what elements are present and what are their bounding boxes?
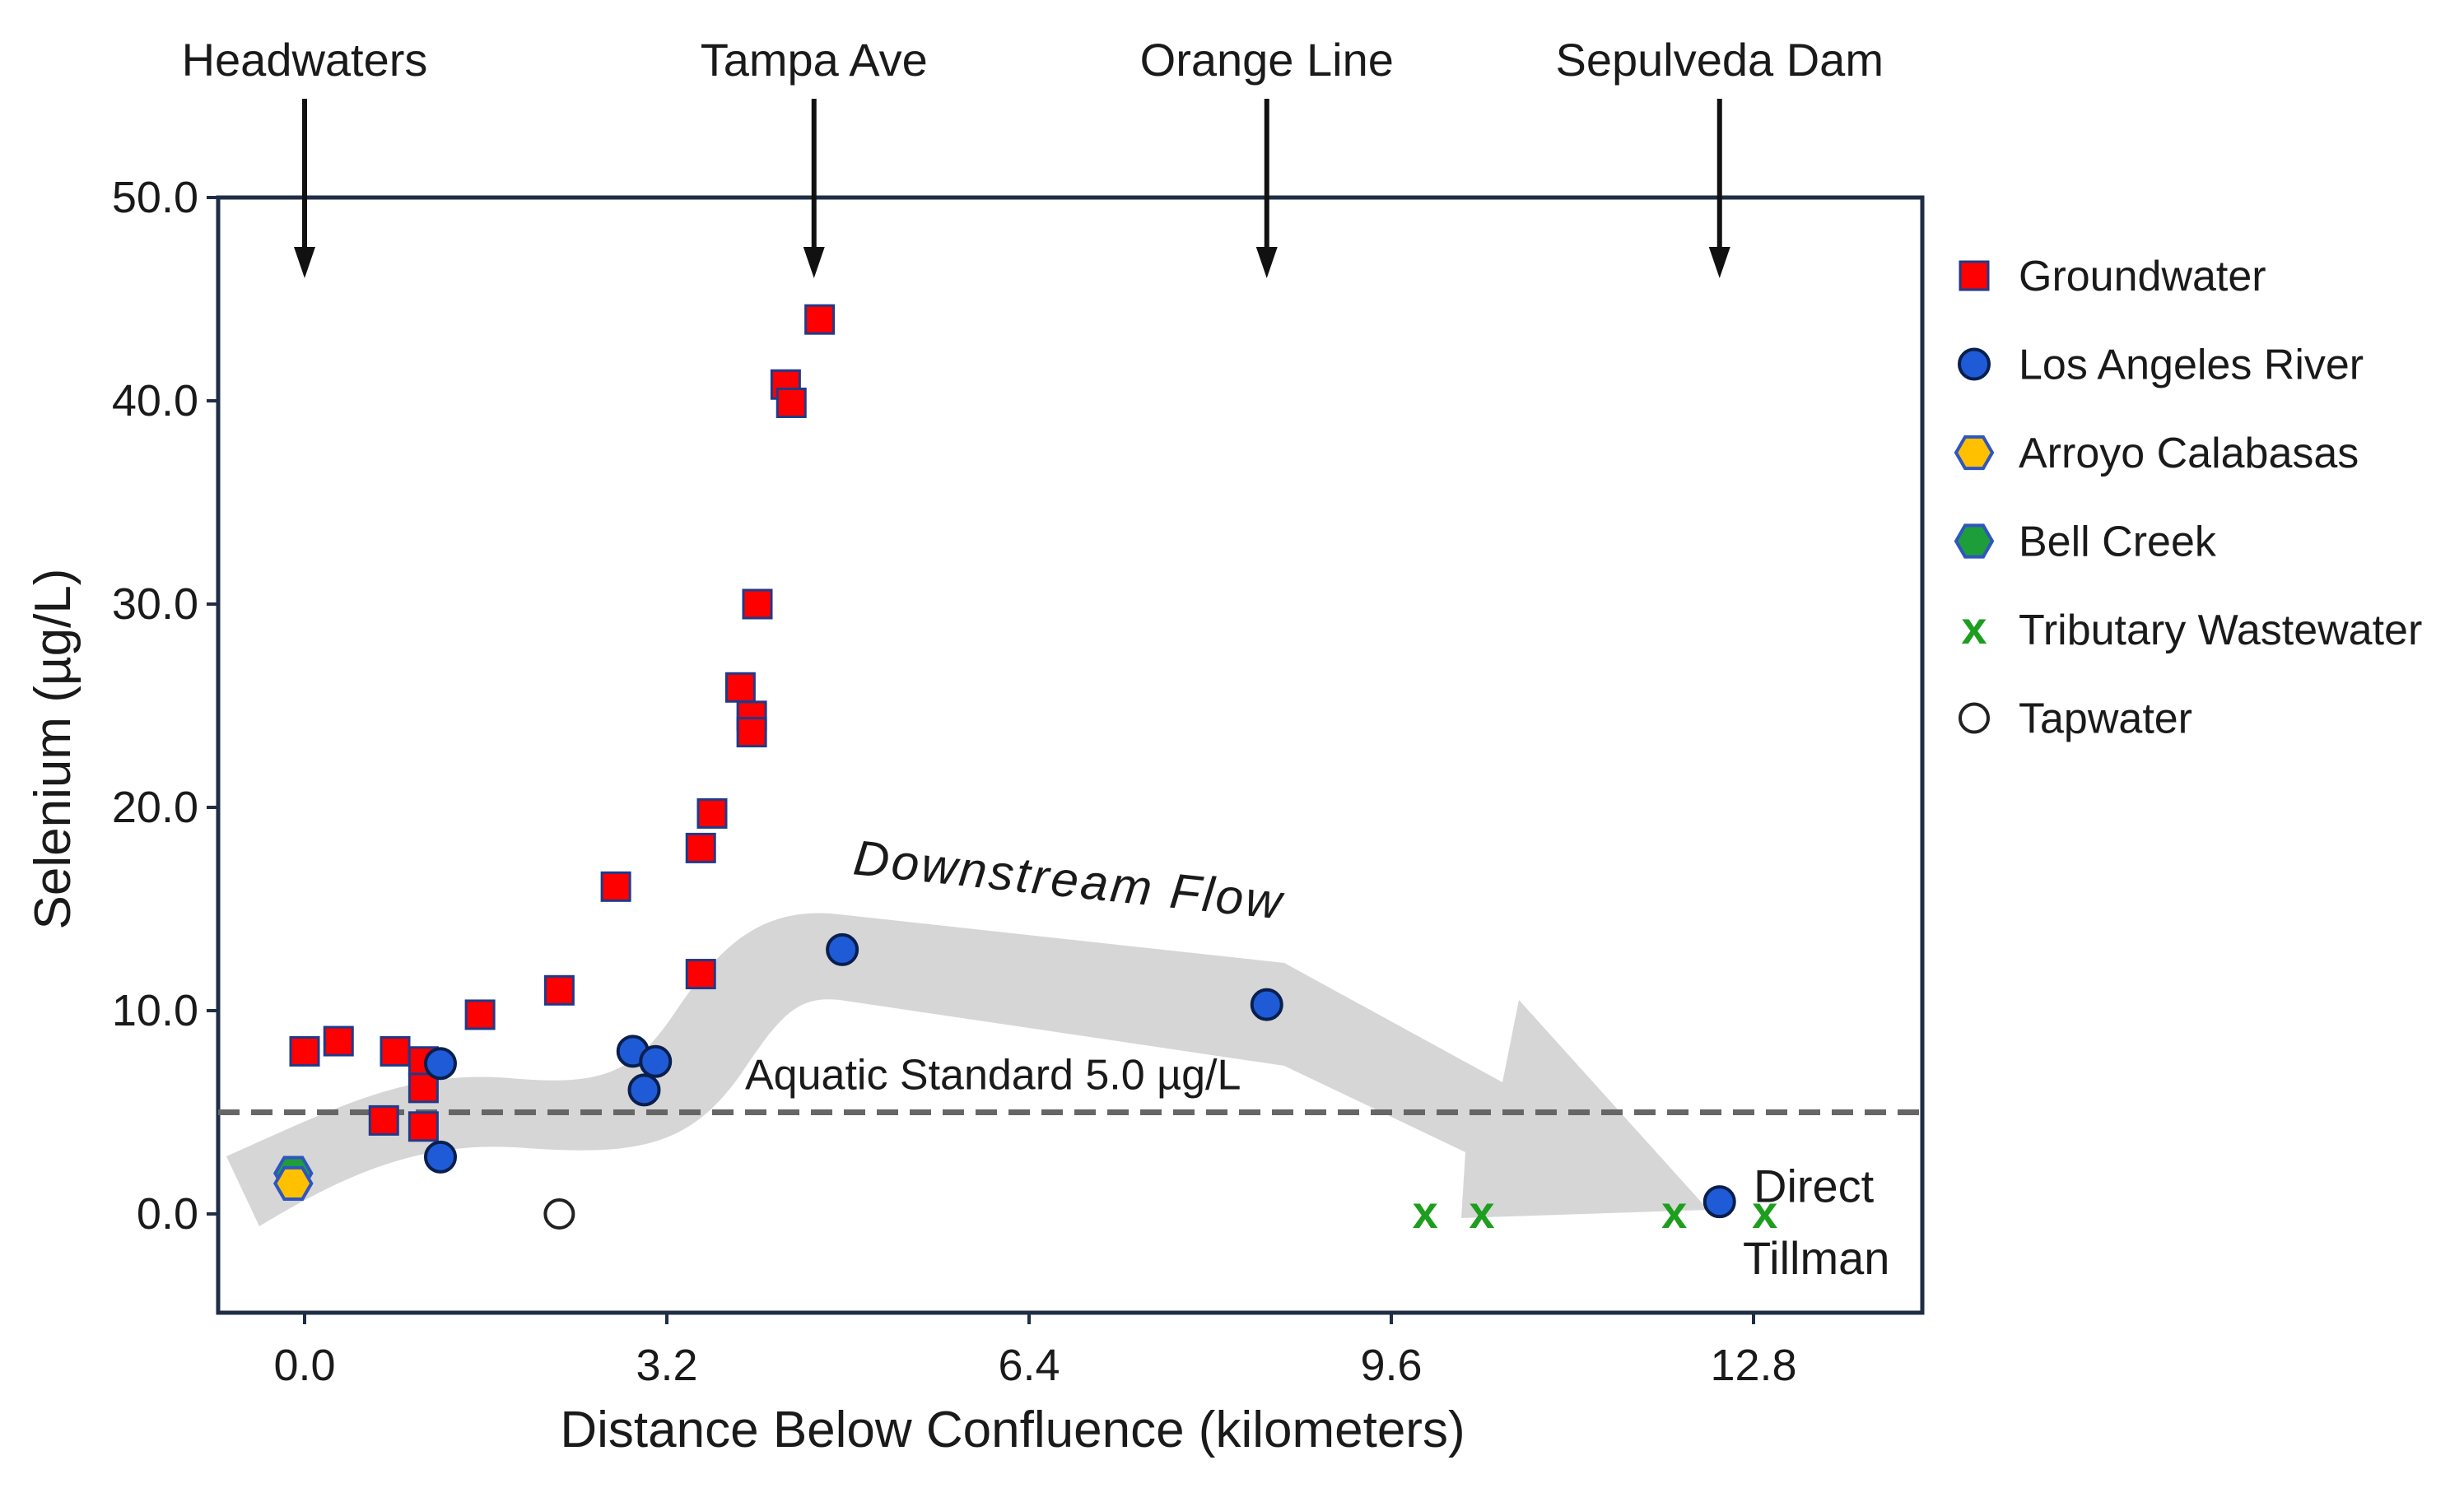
los-angeles-river-point — [1250, 988, 1283, 1021]
los-angeles-river-point — [639, 1044, 673, 1078]
groundwater-point — [685, 959, 716, 990]
groundwater-point — [408, 1111, 439, 1142]
groundwater-point — [368, 1104, 399, 1136]
groundwater-point — [600, 871, 631, 902]
y-tick-label: 50.0 — [112, 173, 198, 222]
location-label: Orange Line — [1140, 34, 1394, 86]
y-tick-label: 10.0 — [112, 986, 198, 1035]
tributary-wastewater-point: x — [1413, 1186, 1438, 1238]
x-tick-label: 9.6 — [1360, 1341, 1422, 1390]
groundwater-point — [464, 999, 496, 1030]
groundwater-point — [380, 1035, 411, 1067]
groundwater-point — [776, 387, 807, 418]
point-annotation-line-2: Tillman — [1743, 1232, 1889, 1284]
groundwater-point — [696, 797, 728, 829]
legend-marker-tapwater — [1959, 702, 1990, 734]
groundwater-point — [408, 1072, 439, 1104]
downstream-flow-arrow — [226, 913, 1708, 1226]
groundwater-point — [742, 588, 773, 620]
tributary-wastewater-point: x — [1752, 1186, 1777, 1238]
downstream-flow-label: Downstream Flow — [851, 830, 1288, 930]
groundwater-point — [323, 1025, 354, 1057]
legend-label-arroyo-calabasas: Arroyo Calabasas — [2019, 430, 2359, 477]
plot-frame — [216, 195, 1925, 1315]
tributary-wastewater-point: x — [1661, 1186, 1687, 1238]
legend-label-los-angeles-river: Los Angeles River — [2019, 342, 2364, 389]
tributary-wastewater-point: x — [1469, 1186, 1494, 1238]
x-tick-label: 3.2 — [636, 1341, 697, 1390]
legend-label-groundwater: Groundwater — [2019, 253, 2266, 300]
aquatic-standard-label: Aquatic Standard 5.0 µg/L — [745, 1052, 1241, 1100]
location-label: Sepulveda Dam — [1556, 34, 1884, 86]
los-angeles-river-point — [826, 932, 859, 966]
los-angeles-river-point — [424, 1047, 457, 1081]
legend-marker-tributary-wastewater: x — [1961, 602, 1987, 653]
los-angeles-river-point — [1702, 1185, 1736, 1219]
tapwater-point — [543, 1198, 575, 1230]
location-arrow-head — [1708, 247, 1730, 278]
los-angeles-river-point — [627, 1073, 661, 1107]
legend-marker-groundwater — [1959, 260, 1990, 291]
groundwater-point — [724, 672, 756, 703]
y-tick-label: 0.0 — [137, 1189, 198, 1239]
x-axis-label: Distance Below Confluence (kilometers) — [560, 1402, 1465, 1458]
y-axis-label: Selenium (µg/L) — [25, 569, 82, 930]
x-tick-label: 12.8 — [1710, 1341, 1796, 1390]
groundwater-point — [543, 974, 575, 1006]
arroyo-calabasas-point — [272, 1165, 314, 1201]
point-annotation-line-1: Direct — [1754, 1160, 1875, 1212]
x-tick-label: 6.4 — [998, 1341, 1060, 1390]
legend-marker-arroyo-calabasas — [1954, 435, 1995, 471]
groundwater-point — [289, 1035, 320, 1067]
y-tick-label: 40.0 — [112, 376, 198, 425]
location-arrow-head — [1255, 247, 1278, 278]
legend-label-bell-creek: Bell Creek — [2019, 518, 2217, 566]
legend-label-tapwater: Tapwater — [2019, 695, 2192, 743]
los-angeles-river-point — [424, 1140, 457, 1174]
x-tick-label: 0.0 — [273, 1341, 335, 1390]
legend-marker-los-angeles-river — [1958, 347, 1991, 381]
legend-marker-bell-creek — [1954, 523, 1995, 559]
location-arrow-head — [294, 247, 315, 278]
location-label: Tampa Ave — [701, 34, 928, 86]
y-tick-label: 30.0 — [112, 579, 198, 629]
y-tick-label: 20.0 — [112, 783, 198, 832]
legend-label-tributary-wastewater: Tributary Wastewater — [2019, 607, 2422, 654]
groundwater-point — [685, 832, 716, 863]
location-arrow-head — [803, 247, 825, 278]
groundwater-point — [804, 304, 836, 335]
location-label: Headwaters — [182, 34, 428, 86]
groundwater-point — [736, 717, 767, 748]
